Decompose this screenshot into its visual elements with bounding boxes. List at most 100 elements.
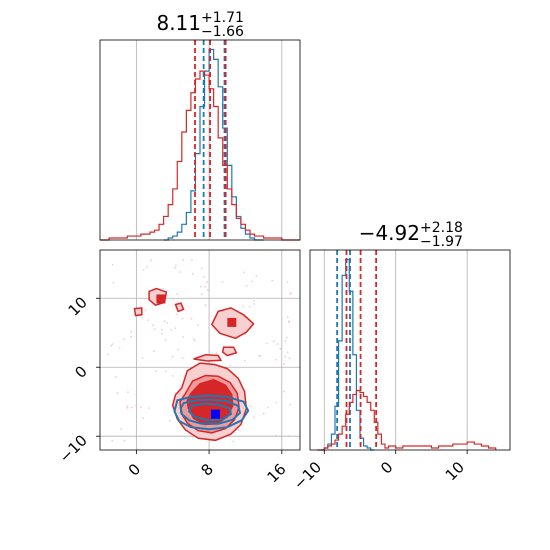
scatter-sample-129	[221, 281, 224, 283]
title-y-value: −4.92	[359, 221, 420, 245]
scatter-sample-48	[163, 320, 166, 323]
scatter-sample-110	[146, 266, 149, 268]
scatter-sample-29	[141, 357, 144, 359]
scatter-sample-49	[164, 339, 167, 342]
scatter-sample-34	[255, 275, 258, 277]
point-marker-1	[227, 317, 237, 327]
scatter-sample-44	[286, 316, 289, 318]
scatter-sample-5	[126, 407, 129, 409]
scatter-sample-91	[286, 281, 289, 283]
scatter-sample-134	[181, 317, 184, 320]
scatter-sample-58	[237, 429, 240, 431]
scatter-sample-128	[229, 364, 232, 367]
scatter-sample-84	[253, 300, 256, 302]
scatter-sample-86	[267, 406, 270, 409]
scatter-sample-6	[272, 340, 275, 343]
scatter-sample-62	[130, 406, 133, 409]
scatter-sample-112	[284, 355, 287, 358]
scatter-sample-42	[192, 338, 195, 340]
scatter-sample-98	[283, 362, 286, 365]
scatter-sample-89	[271, 279, 274, 282]
scatter-sample-120	[111, 343, 114, 346]
scatter-sample-71	[173, 298, 175, 300]
scatter-sample-46	[243, 359, 246, 362]
scatter-sample-76	[161, 328, 163, 331]
scatter-sample-27	[123, 439, 126, 442]
scatter-sample-79	[127, 391, 129, 393]
scatter-sample-13	[265, 342, 268, 345]
scatter-sample-75	[197, 324, 199, 327]
scatter-sample-23	[204, 286, 207, 288]
scatter-sample-95	[253, 303, 255, 305]
scatter-sample-92	[175, 264, 177, 267]
scatter-sample-51	[118, 347, 121, 349]
scatter-sample-125	[111, 263, 114, 266]
scatter-sample-83	[275, 434, 277, 437]
scatter-sample-133	[287, 435, 290, 438]
red-contour-island-2	[133, 307, 143, 317]
scatter-sample-119	[155, 370, 157, 373]
scatter-ytick-label-2: 10	[65, 293, 91, 319]
scatter-sample-85	[200, 293, 203, 296]
scatter-sample-132	[123, 338, 126, 341]
right-hist-series-0	[320, 258, 375, 451]
scatter-sample-118	[116, 392, 119, 394]
title-x: 8.11 +1.71 −1.66	[156, 10, 244, 40]
red-contour-island-3	[174, 302, 185, 313]
scatter-sample-66	[164, 370, 167, 373]
scatter-sample-115	[174, 327, 177, 329]
top-axes-frame	[99, 39, 301, 241]
title-y: −4.92 +2.18 −1.97	[359, 220, 463, 250]
scatter-sample-87	[288, 320, 291, 323]
scatter-sample-14	[193, 339, 196, 342]
blue-contour-outer	[173, 394, 250, 431]
scatter-sample-107	[200, 267, 203, 270]
scatter-sample-65	[153, 328, 156, 330]
scatter-sample-136	[175, 313, 178, 316]
histogram-panel-y: −10 0 10	[290, 249, 511, 493]
top-hist-series-0	[163, 48, 264, 241]
scatter-sample-63	[179, 271, 182, 273]
point-marker-2	[210, 409, 220, 419]
scatter-sample-57	[151, 324, 154, 327]
scatter-sample-105	[148, 407, 150, 409]
scatter-sample-94	[200, 285, 202, 288]
scatter-axes-frame	[99, 249, 301, 451]
top-hist-series-1	[100, 70, 300, 241]
scatter-sample-60	[258, 355, 261, 357]
contour-panel: 0 8 16 −10 0 10	[56, 249, 301, 486]
scatter-sample-113	[114, 376, 117, 378]
scatter-sample-22	[174, 266, 176, 269]
right-xtick-label-0: −10	[290, 458, 325, 493]
point-marker-0	[156, 294, 166, 304]
scatter-sample-68	[289, 293, 291, 295]
scatter-sample-73	[283, 390, 285, 393]
scatter-sample-123	[284, 340, 287, 342]
scatter-sample-38	[203, 276, 205, 278]
scatter-sample-77	[182, 336, 185, 338]
scatter-sample-11	[242, 271, 245, 274]
scatter-sample-82	[142, 417, 145, 419]
scatter-sample-127	[181, 357, 184, 360]
scatter-sample-61	[130, 330, 133, 333]
title-y-minus: −1.97	[420, 234, 463, 250]
scatter-plot-area	[100, 250, 300, 450]
red-contour-island-5	[193, 354, 223, 362]
scatter-sample-67	[144, 309, 147, 312]
scatter-sample-70	[251, 280, 254, 283]
scatter-sample-59	[110, 345, 113, 347]
scatter-sample-24	[190, 317, 193, 320]
scatter-sample-100	[279, 347, 282, 350]
scatter-sample-1	[242, 305, 245, 308]
scatter-sample-101	[191, 272, 194, 275]
scatter-sample-40	[248, 305, 251, 308]
scatter-sample-104	[170, 328, 173, 331]
scatter-sample-130	[249, 405, 252, 408]
scatter-ytick-label-1: 0	[71, 362, 90, 381]
scatter-sample-9	[126, 405, 128, 408]
right-xtick-label-2: 10	[442, 458, 468, 484]
scatter-sample-0	[107, 353, 109, 356]
scatter-sample-12	[206, 281, 209, 283]
scatter-sample-43	[276, 343, 279, 345]
